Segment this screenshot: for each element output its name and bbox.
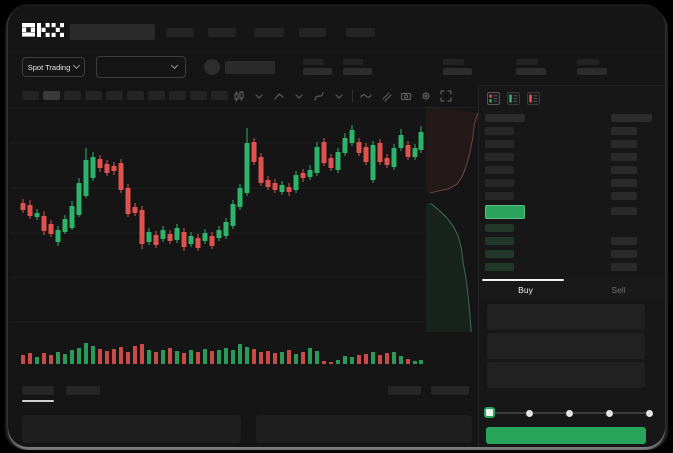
slider-stop-dot[interactable] [645, 410, 653, 417]
chart-toolbar [8, 85, 478, 108]
bottom-panel-placeholder [256, 415, 472, 443]
interval-button[interactable] [22, 91, 39, 100]
indicator-icon[interactable] [312, 89, 326, 103]
order-input-field[interactable] [487, 333, 645, 359]
bid-row[interactable] [479, 248, 665, 261]
camera-icon[interactable] [399, 89, 413, 103]
chevron-down-icon[interactable] [252, 89, 266, 103]
slider-stop-dot[interactable] [525, 410, 533, 417]
tab-sell[interactable]: Sell [572, 279, 665, 301]
top-nav [8, 6, 665, 52]
fullscreen-icon[interactable] [439, 89, 453, 103]
order-input-field[interactable] [487, 304, 645, 330]
bottom-tab-placeholder[interactable] [431, 386, 469, 395]
last-price-pill [485, 205, 525, 219]
nav-item-placeholder[interactable] [208, 28, 236, 37]
chevron-down-icon[interactable] [292, 89, 306, 103]
trade-tabs: Buy Sell [479, 279, 665, 301]
bottom-panel-placeholder [22, 415, 241, 443]
tab-buy[interactable]: Buy [479, 279, 572, 301]
interval-button[interactable] [148, 91, 165, 100]
amount-slider[interactable] [483, 406, 653, 420]
orderbook-trade-panel: Buy Sell [478, 85, 665, 447]
candles-icon[interactable] [232, 89, 246, 103]
ask-row[interactable] [479, 190, 665, 203]
bottom-tab-placeholder[interactable] [388, 386, 421, 395]
market-type-label: Spot Trading [27, 62, 71, 72]
order-input-field[interactable] [487, 362, 645, 388]
tab-buy-label: Buy [518, 285, 533, 295]
chevron-down-icon[interactable] [332, 89, 346, 103]
slider-stop-dot[interactable] [565, 410, 573, 417]
ask-row[interactable] [479, 164, 665, 177]
toolbar-separator [352, 90, 353, 102]
tab-sell-label: Sell [611, 285, 626, 295]
okx-logo [22, 23, 64, 37]
orderbook-header-row [479, 112, 665, 125]
ticker-stat [577, 59, 607, 75]
chevron-down-icon [170, 61, 179, 70]
bottom-tab-placeholder[interactable] [66, 386, 100, 395]
bid-row[interactable] [479, 235, 665, 248]
ask-row[interactable] [479, 125, 665, 138]
nav-item-placeholder[interactable] [166, 28, 194, 37]
pair-selector-dropdown[interactable] [96, 56, 186, 78]
slider-handle[interactable] [483, 407, 495, 418]
ask-row[interactable] [479, 177, 665, 190]
ticker-stat [443, 59, 472, 75]
bottom-tab-active-underline [22, 400, 54, 402]
line-style-icon[interactable] [272, 89, 286, 103]
buy-submit-button[interactable] [486, 427, 646, 444]
bid-row[interactable] [479, 222, 665, 235]
ticker-stat [303, 59, 332, 75]
book-both-icon[interactable] [487, 92, 500, 105]
draw-icon[interactable] [379, 89, 393, 103]
interval-button[interactable] [169, 91, 186, 100]
last-price-row[interactable] [479, 203, 665, 222]
book-asks-icon[interactable] [527, 92, 540, 105]
gear-icon[interactable] [419, 89, 433, 103]
candlestick-chart[interactable] [10, 106, 425, 372]
bottom-tab-placeholder[interactable] [22, 386, 54, 395]
book-bids-icon[interactable] [507, 92, 520, 105]
interval-button[interactable] [211, 91, 228, 100]
chevron-down-icon [73, 61, 81, 70]
coin-avatar [204, 59, 220, 75]
depth-preview-chart [426, 106, 478, 332]
ask-row[interactable] [479, 138, 665, 151]
ticker-stat [343, 59, 372, 75]
interval-button[interactable] [127, 91, 144, 100]
orderbook-view-switcher [487, 92, 540, 105]
orderbook [479, 112, 665, 274]
header-placeholder-block [70, 24, 155, 40]
nav-item-placeholder[interactable] [346, 28, 375, 37]
slider-stop-dot[interactable] [605, 410, 613, 417]
ask-row[interactable] [479, 151, 665, 164]
wave-icon[interactable] [359, 89, 373, 103]
interval-button[interactable] [106, 91, 123, 100]
market-type-dropdown[interactable]: Spot Trading [22, 57, 85, 77]
bid-row[interactable] [479, 261, 665, 274]
interval-button[interactable] [85, 91, 102, 100]
chart-tool-icons [232, 87, 453, 105]
nav-item-placeholder[interactable] [254, 28, 284, 37]
interval-button[interactable] [64, 91, 81, 100]
interval-button[interactable] [43, 91, 60, 100]
ticker-stat [516, 59, 546, 75]
active-tab-indicator [482, 279, 564, 281]
app-window: Spot Trading Buy Sell [8, 6, 665, 447]
nav-item-placeholder[interactable] [299, 28, 326, 37]
interval-button[interactable] [190, 91, 207, 100]
pair-name-placeholder [225, 61, 275, 74]
